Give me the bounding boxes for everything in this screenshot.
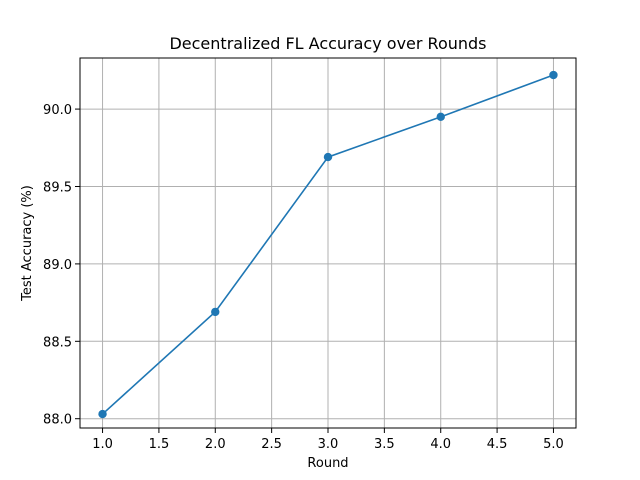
x-tick-label: 1.5 xyxy=(149,437,170,452)
y-tick-label: 89.0 xyxy=(43,258,72,273)
grid-lines xyxy=(80,58,576,428)
chart-title: Decentralized FL Accuracy over Rounds xyxy=(169,34,486,53)
y-axis-label: Test Accuracy (%) xyxy=(20,185,35,302)
data-point xyxy=(323,152,333,162)
series-layer xyxy=(98,70,558,419)
x-tick-label: 4.0 xyxy=(430,437,451,452)
x-axis-label: Round xyxy=(307,456,348,471)
axis-ticks: 1.0 1.5 2.0 2.5 3.0 3.5 4.0 4.5 5.0 88.0 88.5 89.0 8… xyxy=(43,103,564,452)
data-point xyxy=(549,70,558,80)
x-tick-label: 2.0 xyxy=(205,437,226,452)
y-tick-label: 88.0 xyxy=(43,413,72,428)
y-tick-label: 89.5 xyxy=(43,180,72,195)
x-tick-label: 3.5 xyxy=(374,437,395,452)
data-point xyxy=(211,307,220,317)
x-tick-label: 1.0 xyxy=(92,437,113,452)
data-point xyxy=(436,112,445,122)
y-tick-label: 90.0 xyxy=(43,103,72,118)
plot-frame xyxy=(79,57,577,429)
x-tick-label: 4.5 xyxy=(487,437,508,452)
x-tick-label: 3.0 xyxy=(318,437,339,452)
x-tick-label: 2.5 xyxy=(261,437,282,452)
x-tick-label: 5.0 xyxy=(543,437,564,452)
y-tick-label: 88.5 xyxy=(43,335,72,350)
data-point xyxy=(98,409,107,419)
